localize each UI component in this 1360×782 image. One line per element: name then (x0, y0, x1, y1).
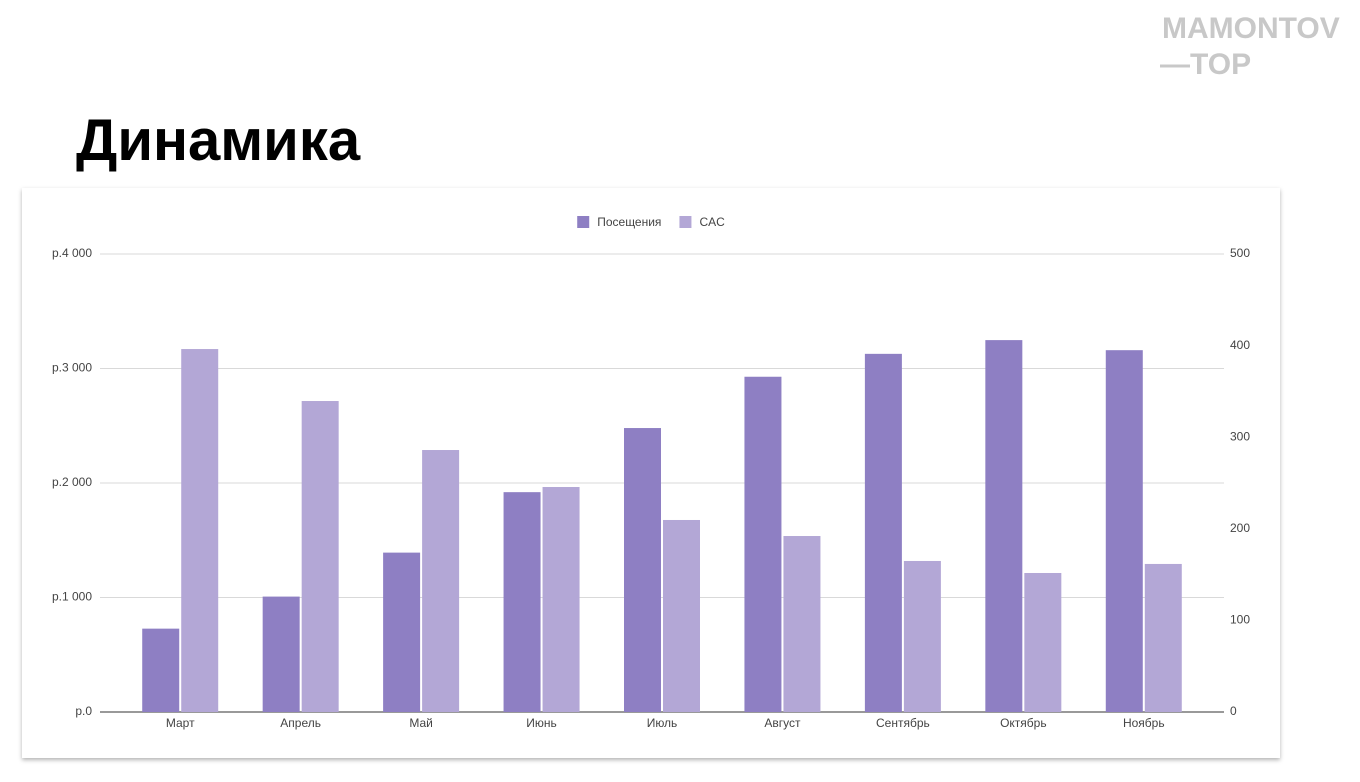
y2-tick-label: 200 (1230, 521, 1250, 535)
bar (181, 349, 219, 712)
logo: MAMONTOV (1162, 12, 1340, 45)
x-tick-label: Август (764, 716, 801, 730)
bar (1105, 350, 1143, 712)
bar (624, 428, 661, 712)
bar (903, 560, 941, 712)
y-tick-label: р.4 000 (52, 246, 92, 260)
legend-label: CAC (699, 215, 725, 229)
y-tick-label: р.0 (75, 704, 92, 718)
y-tick-label: р.3 000 (52, 361, 92, 375)
y2-tick-label: 300 (1230, 429, 1250, 443)
x-tick-label: Март (166, 716, 195, 730)
x-tick-label: Октябрь (1000, 716, 1047, 730)
legend-label: Посещения (597, 215, 661, 229)
x-tick-label: Июнь (526, 716, 557, 730)
y2-tick-label: 500 (1230, 246, 1250, 260)
y2-tick-label: 0 (1230, 704, 1237, 718)
y2-tick-label: 100 (1230, 613, 1250, 627)
bar (383, 552, 421, 712)
x-tick-label: Ноябрь (1123, 716, 1165, 730)
bar (864, 353, 902, 712)
bar (1144, 563, 1182, 712)
chart: р.0 р.1 000 р.2 000 р.3 000 р.4 000 0 100 200 30… (52, 215, 1250, 730)
bar (301, 401, 339, 712)
y-tick-label: р.1 000 (52, 590, 92, 604)
bar (985, 340, 1023, 712)
bar (142, 628, 180, 712)
bar (503, 492, 541, 712)
x-tick-label: Апрель (280, 716, 321, 730)
legend-swatch (577, 216, 590, 228)
x-tick-label: Июль (647, 716, 678, 730)
bar (663, 519, 700, 712)
x-tick-label: Сентябрь (876, 716, 930, 730)
page-title: Динамика (76, 108, 361, 173)
bar (783, 536, 821, 712)
bar (262, 596, 300, 712)
logo: —TOP (1160, 48, 1251, 81)
bar (422, 450, 460, 712)
y-tick-label: р.2 000 (52, 475, 92, 489)
bar (744, 376, 782, 712)
bar (542, 487, 580, 712)
y2-tick-label: 400 (1230, 338, 1250, 352)
x-tick-label: Май (409, 716, 433, 730)
bar (1024, 572, 1062, 712)
legend-swatch (679, 216, 692, 228)
